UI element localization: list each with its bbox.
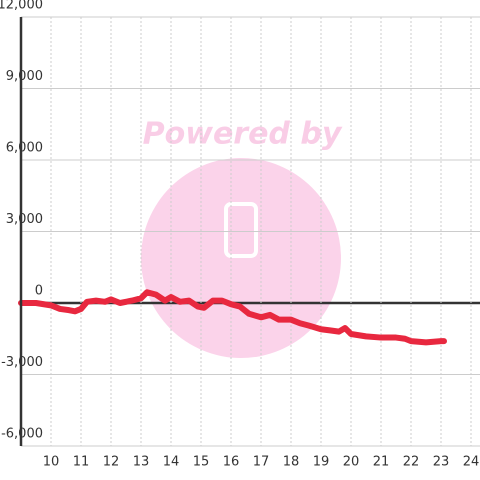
x-tick-label: 21: [373, 455, 390, 470]
x-tick-label: 15: [193, 455, 210, 470]
x-tick-label: 10: [43, 455, 60, 470]
watermark-icon: [224, 202, 258, 258]
x-tick-label: 12: [103, 455, 120, 470]
plot: [18, 289, 447, 346]
x-tick-label: 18: [283, 455, 300, 470]
x-tick-label: 24: [463, 455, 480, 470]
x-tick-label: 19: [313, 455, 330, 470]
x-tick-label: 23: [433, 455, 450, 470]
y-tick-label: 6,000: [6, 141, 43, 156]
x-tick-label: 16: [223, 455, 240, 470]
y-tick-label: 12,000: [0, 0, 43, 13]
x-tick-label: 20: [343, 455, 360, 470]
line: [18, 289, 447, 346]
y-tick-label: 0: [35, 284, 43, 299]
y-tick-label: 9,000: [6, 69, 43, 84]
watermark-text: Powered by: [143, 117, 343, 152]
x-tick-label: 17: [253, 455, 270, 470]
grid: [21, 16, 480, 447]
y-tick-label: 3,000: [6, 212, 43, 227]
x-tick-label: 14: [163, 455, 180, 470]
x-tick-label: 22: [403, 455, 420, 470]
x-tick-label: 13: [133, 455, 150, 470]
x-tick-label: 11: [73, 455, 90, 470]
